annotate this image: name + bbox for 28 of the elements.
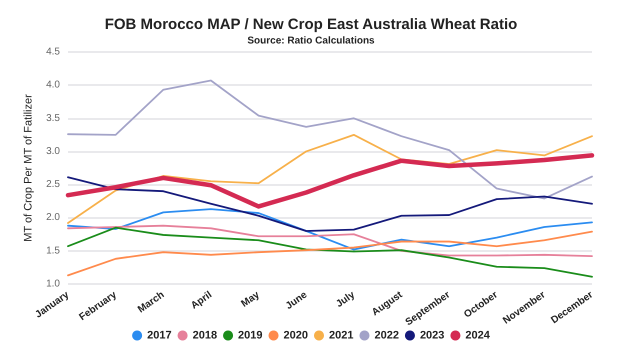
y-tick-label: 3.0 [46, 146, 60, 157]
y-tick-label: 1.5 [46, 245, 60, 256]
line-series [67, 224, 593, 258]
y-tick-label: 4.5 [46, 46, 60, 58]
chart-title: FOB Morocco MAP / New Crop East Australia Wheat Ratio [104, 16, 518, 33]
line-series [67, 134, 593, 224]
x-tick-label: July [334, 289, 358, 310]
line-series [67, 208, 593, 250]
line-series [67, 176, 593, 232]
legend-label: 2019 [238, 330, 263, 342]
y-tick-label: 3.5 [46, 112, 60, 124]
x-tick-label: May [239, 289, 262, 310]
legend-label: 2021 [329, 330, 354, 342]
line-series [67, 80, 593, 200]
x-tick-label: June [284, 289, 310, 312]
legend-label: 2022 [374, 330, 399, 342]
y-tick-label: 2.5 [46, 179, 60, 190]
y-tick-label: 1.0 [46, 278, 60, 290]
chart-subtitle: Source: Ratio Calculations [247, 36, 376, 46]
legend-label: 2018 [192, 330, 218, 342]
line-series [66, 153, 594, 209]
y-axis-title: MT of Crop Per MT of Fatilizer [22, 94, 34, 242]
legend-label: 2024 [465, 330, 491, 342]
legend-label: 2020 [284, 330, 308, 342]
legend-label: 2023 [420, 330, 444, 342]
y-tick-label: 2.0 [46, 212, 60, 224]
legend-label: 2017 [147, 330, 172, 342]
y-tick-label: 4.0 [46, 80, 60, 91]
